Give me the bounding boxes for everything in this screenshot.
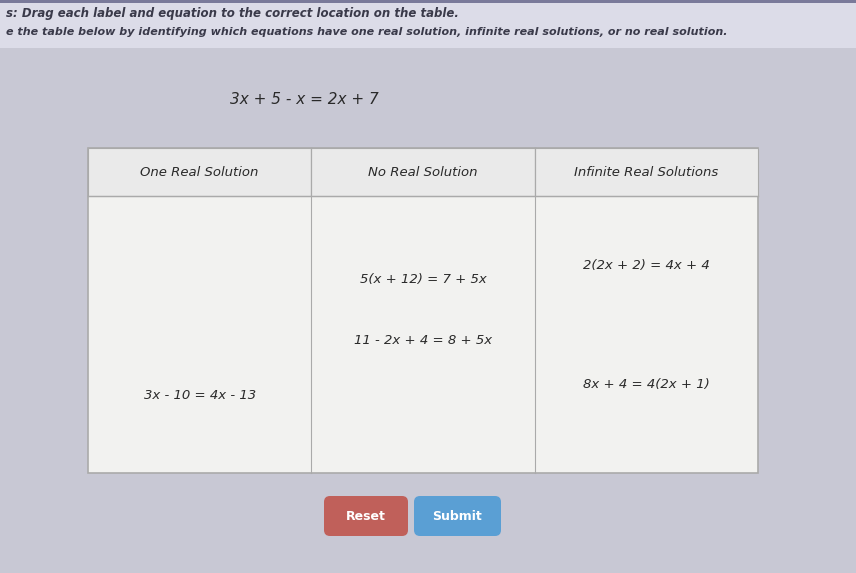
Text: No Real Solution: No Real Solution: [368, 166, 478, 179]
Text: One Real Solution: One Real Solution: [140, 166, 259, 179]
Text: Reset: Reset: [346, 509, 386, 523]
FancyBboxPatch shape: [88, 148, 758, 473]
Text: 3x - 10 = 4x - 13: 3x - 10 = 4x - 13: [144, 389, 256, 402]
Text: 11 - 2x + 4 = 8 + 5x: 11 - 2x + 4 = 8 + 5x: [354, 333, 492, 347]
FancyBboxPatch shape: [0, 0, 856, 3]
Text: 3x + 5 - x = 2x + 7: 3x + 5 - x = 2x + 7: [230, 92, 378, 108]
FancyBboxPatch shape: [0, 48, 856, 573]
FancyBboxPatch shape: [414, 496, 501, 536]
FancyBboxPatch shape: [88, 148, 312, 196]
Text: Infinite Real Solutions: Infinite Real Solutions: [574, 166, 718, 179]
Text: 8x + 4 = 4(2x + 1): 8x + 4 = 4(2x + 1): [583, 378, 710, 391]
Text: 2(2x + 2) = 4x + 4: 2(2x + 2) = 4x + 4: [583, 259, 710, 272]
Text: e the table below by identifying which equations have one real solution, infinit: e the table below by identifying which e…: [6, 27, 728, 37]
FancyBboxPatch shape: [535, 148, 758, 196]
Text: s: Drag each label and equation to the correct location on the table.: s: Drag each label and equation to the c…: [6, 7, 459, 21]
FancyBboxPatch shape: [312, 148, 535, 196]
Text: Submit: Submit: [432, 509, 483, 523]
Text: 5(x + 12) = 7 + 5x: 5(x + 12) = 7 + 5x: [360, 273, 486, 285]
FancyBboxPatch shape: [0, 0, 856, 50]
FancyBboxPatch shape: [324, 496, 408, 536]
